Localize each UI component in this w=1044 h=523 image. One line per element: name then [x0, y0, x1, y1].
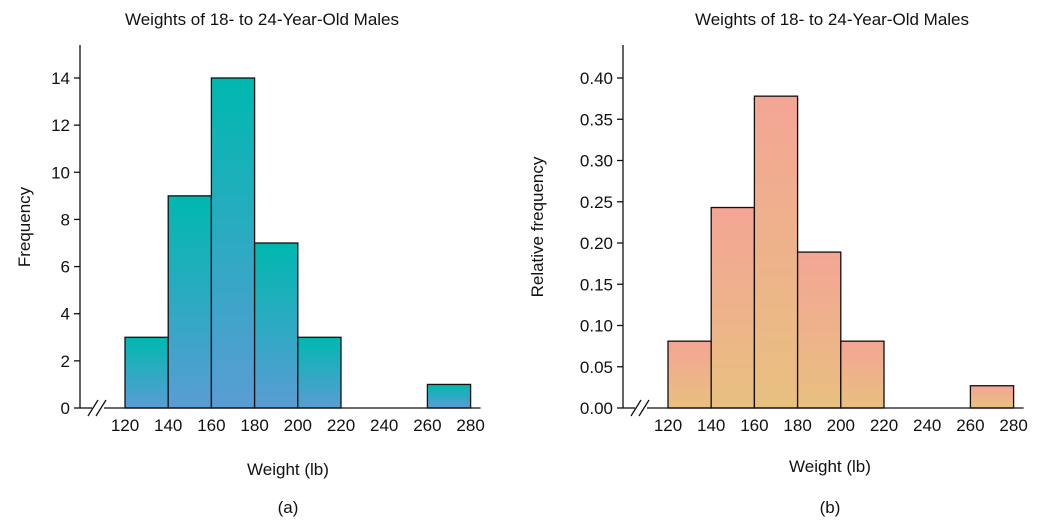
- y-axis-label: Frequency: [15, 186, 34, 267]
- histogram-bar: [297, 336, 342, 409]
- bars: [124, 77, 472, 409]
- y-tick-label: 0.40: [580, 69, 613, 88]
- x-tick-label: 220: [870, 416, 898, 435]
- y-tick-label: 0.25: [580, 193, 613, 212]
- bars: [667, 95, 1015, 409]
- panel-label: (a): [278, 498, 299, 517]
- x-tick-label: 240: [913, 416, 941, 435]
- axis-break-mark: [630, 399, 642, 417]
- histogram-bar: [210, 77, 256, 409]
- x-tick-label: 200: [284, 416, 312, 435]
- x-tick-label: 140: [154, 416, 182, 435]
- histogram-bar: [667, 340, 712, 409]
- y-tick-label: 12: [51, 116, 70, 135]
- y-tick-label: 0: [61, 399, 70, 418]
- chart-title: Weights of 18- to 24-Year-Old Males: [695, 10, 969, 29]
- y-tick-label: 6: [61, 258, 70, 277]
- y-tick-label: 0.10: [580, 317, 613, 336]
- x-tick-label: 120: [654, 416, 682, 435]
- x-tick-label: 120: [111, 416, 139, 435]
- y-tick-label: 0.00: [580, 399, 613, 418]
- y-tick-label: 4: [61, 305, 70, 324]
- x-tick-label: 200: [827, 416, 855, 435]
- y-tick-label: 8: [61, 210, 70, 229]
- x-tick-label: 160: [197, 416, 225, 435]
- x-tick-label: 220: [327, 416, 355, 435]
- panel-b: Weights of 18- to 24-Year-Old Males Rela…: [528, 10, 1028, 517]
- x-tick-label: 280: [456, 416, 484, 435]
- histogram-bar: [124, 336, 169, 409]
- histogram-bar: [753, 95, 799, 409]
- y-tick-label: 0.30: [580, 152, 613, 171]
- axis-break-mark: [95, 399, 107, 417]
- y-tick-label: 0.15: [580, 275, 613, 294]
- y-tick-label: 0.05: [580, 358, 613, 377]
- y-tick-label: 10: [51, 163, 70, 182]
- histogram-bar: [796, 251, 842, 409]
- chart-title: Weights of 18- to 24-Year-Old Males: [125, 10, 399, 29]
- histogram-bar: [710, 206, 756, 409]
- x-tick-label: 140: [697, 416, 725, 435]
- histogram-bar: [969, 385, 1015, 409]
- histogram-bar: [253, 242, 299, 409]
- x-tick-label: 180: [783, 416, 811, 435]
- axis-break-mark: [638, 399, 650, 417]
- x-tick-label: 180: [240, 416, 268, 435]
- histogram-bar: [167, 195, 213, 409]
- panel-label: (b): [820, 498, 841, 517]
- x-tick-label: 280: [999, 416, 1027, 435]
- x-tick-label: 260: [413, 416, 441, 435]
- x-tick-label: 260: [956, 416, 984, 435]
- y-tick-label: 0.35: [580, 110, 613, 129]
- x-tick-label: 240: [370, 416, 398, 435]
- x-axis-label: Weight (lb): [247, 460, 329, 479]
- x-tick-label: 160: [740, 416, 768, 435]
- x-axis-label: Weight (lb): [789, 457, 871, 476]
- y-tick-label: 14: [51, 69, 70, 88]
- histogram-bar: [426, 383, 472, 409]
- y-axis-label: Relative frequency: [528, 156, 547, 297]
- axis-break-mark: [87, 399, 99, 417]
- y-tick-label: 2: [61, 352, 70, 371]
- panel-a: Weights of 18- to 24-Year-Old Males Freq…: [15, 10, 485, 517]
- y-tick-label: 0.20: [580, 234, 613, 253]
- histogram-bar: [840, 340, 885, 409]
